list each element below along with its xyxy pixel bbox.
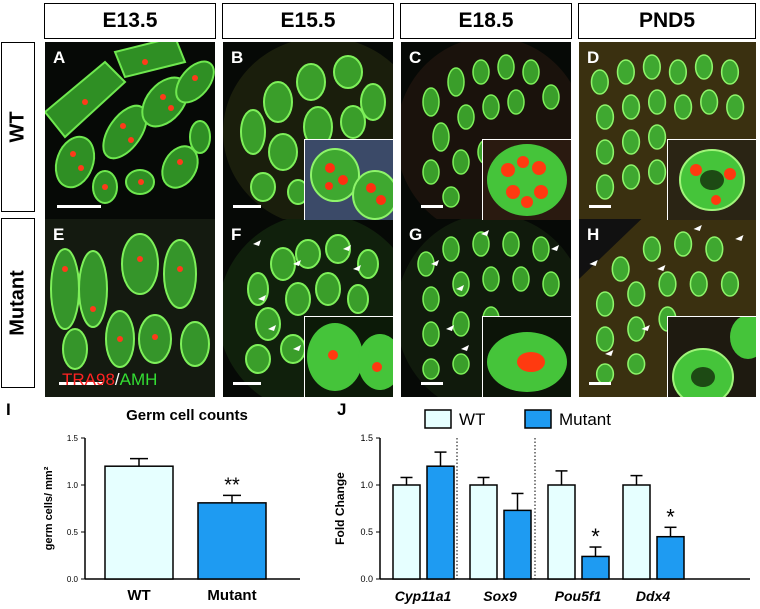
bar xyxy=(197,502,267,580)
header-pnd5: PND5 xyxy=(578,3,756,39)
inset-g xyxy=(482,316,571,397)
scale-bar xyxy=(421,382,443,385)
micrograph-e xyxy=(45,219,215,397)
scale-bar xyxy=(589,382,611,385)
x-tick-label: Ddx4 xyxy=(636,588,670,604)
inset-h-image xyxy=(668,317,756,397)
panel-letter-j: J xyxy=(337,400,347,419)
stain-separator: / xyxy=(114,370,120,389)
significance-label: * xyxy=(666,504,675,529)
row-label-wt: WT xyxy=(1,42,35,212)
scale-bar xyxy=(233,205,261,208)
x-tick-label: Mutant xyxy=(207,587,256,604)
y-tick-label: 0.0 xyxy=(67,575,79,584)
legend-swatch xyxy=(424,409,452,429)
bar xyxy=(622,484,651,580)
y-tick-label: 1.0 xyxy=(360,480,373,490)
panel-d: D xyxy=(579,42,756,220)
stain-marker-2: AMH xyxy=(119,370,158,389)
header-e15: E15.5 xyxy=(222,3,394,39)
y-axis-label: Fold Change xyxy=(333,472,347,545)
x-tick-label: Sox9 xyxy=(483,588,517,604)
y-axis-label: germ cells/ mm² xyxy=(43,466,55,550)
inset-d-image xyxy=(668,140,756,220)
inset-b-image xyxy=(305,140,393,220)
scale-bar xyxy=(57,205,101,208)
bar xyxy=(426,465,455,580)
bar xyxy=(104,465,174,580)
y-tick-label: 0.5 xyxy=(67,528,79,537)
row-label-mutant: Mutant xyxy=(1,218,35,388)
bar xyxy=(581,555,610,580)
x-tick-label: Cyp11a1 xyxy=(395,588,452,604)
y-tick-label: 0.0 xyxy=(360,574,373,584)
y-tick-label: 1.5 xyxy=(360,433,373,443)
y-tick-label: 0.5 xyxy=(360,527,373,537)
inset-c-image xyxy=(483,140,571,220)
panel-letter-i: I xyxy=(6,400,11,419)
inset-d xyxy=(667,139,756,220)
significance-label: ** xyxy=(224,474,240,496)
inset-f xyxy=(304,316,393,397)
bar xyxy=(392,484,421,580)
legend-label: WT xyxy=(459,410,485,429)
panel-e: E xyxy=(45,219,215,397)
legend-swatch xyxy=(524,409,552,429)
x-tick-label: Pou5f1 xyxy=(555,588,602,604)
chart-title: Germ cell counts xyxy=(126,407,248,424)
bar xyxy=(656,535,685,580)
chart-germ-cell-counts: Germ cell counts 0.0 0.5 1.0 1.5 germ cells/ … xyxy=(43,407,300,604)
inset-b xyxy=(304,139,393,220)
y-tick-label: 1.0 xyxy=(67,481,79,490)
scale-bar xyxy=(589,205,611,208)
panel-g: G xyxy=(401,219,571,397)
panel-f: F xyxy=(223,219,393,397)
bar xyxy=(503,509,532,580)
scale-bar xyxy=(59,382,103,385)
stain-marker-1: TRA98 xyxy=(62,370,115,389)
inset-g-image xyxy=(483,317,571,397)
micrograph-a xyxy=(45,42,215,220)
inset-h xyxy=(667,316,756,397)
header-e13: E13.5 xyxy=(44,3,216,39)
significance-label: * xyxy=(591,524,600,549)
header-e18: E18.5 xyxy=(400,3,572,39)
chart-fold-change: 0.0 0.5 1.0 1.5 Fold Change WT Mutant Cyp11a1 So… xyxy=(333,409,750,604)
bar xyxy=(547,484,576,580)
legend-label: Mutant xyxy=(559,410,611,429)
stain-legend: TRA98/AMH xyxy=(62,370,157,390)
panel-a: A xyxy=(45,42,215,220)
scale-bar xyxy=(233,382,261,385)
inset-c xyxy=(482,139,571,220)
panel-c: C xyxy=(401,42,571,220)
x-tick-label: WT xyxy=(127,587,150,604)
inset-f-image xyxy=(305,317,393,397)
y-tick-label: 1.5 xyxy=(67,434,79,443)
panel-h: H xyxy=(579,219,756,397)
panel-b: B xyxy=(223,42,393,220)
scale-bar xyxy=(421,205,443,208)
bar xyxy=(469,484,498,580)
